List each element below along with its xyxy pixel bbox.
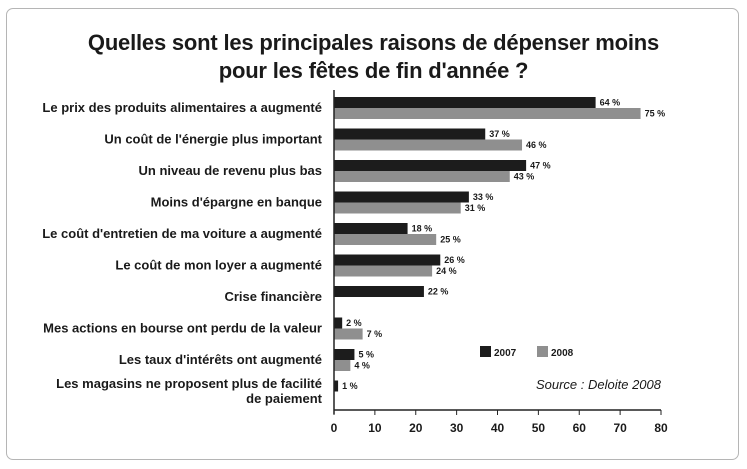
category-label: Mes actions en bourse ont perdu de la va… [43,321,322,336]
bar-2008 [334,360,351,371]
bar-2007 [334,191,469,203]
category-label: Un niveau de revenu plus bas [139,163,323,178]
data-label: 31 % [465,203,486,213]
bar-2008 [334,108,641,119]
legend-label: 2008 [551,348,574,359]
bar-2007 [334,349,355,360]
x-tick-label: 10 [368,421,382,435]
legend-swatch [480,346,491,357]
data-label: 25 % [440,235,461,245]
data-label: 4 % [354,361,370,371]
bar-2008 [334,202,461,214]
x-tick-label: 20 [409,421,423,435]
data-label: 7 % [367,329,383,339]
data-label: 75 % [645,109,666,119]
data-label: 37 % [489,129,510,139]
x-tick-label: 60 [573,421,587,435]
bar-2007 [334,160,527,171]
category-label: Les magasins ne proposent plus de facili… [56,376,322,391]
bar-2007 [334,380,339,392]
legend-label: 2007 [494,348,517,359]
data-label: 47 % [530,161,551,171]
data-label: 5 % [358,350,374,360]
x-tick-label: 80 [654,421,668,435]
data-label: 24 % [436,266,457,276]
data-label: 46 % [526,140,547,150]
category-label: Le prix des produits alimentaires a augm… [42,100,322,115]
legend-swatch [537,346,548,357]
chart-title-line1: Quelles sont les principales raisons de … [87,30,660,55]
bar-2007 [334,128,486,140]
source-note: Source : Deloite 2008 [536,377,662,392]
category-label: Les taux d'intérêts ont augmenté [119,352,322,367]
category-label: Un coût de l'énergie plus important [104,132,322,147]
bar-2008 [334,328,363,340]
bar-2007 [334,223,408,234]
data-label: 43 % [514,172,535,182]
bar-2008 [334,171,510,182]
bar-2007 [334,317,343,329]
bar-2007 [334,254,441,266]
x-tick-label: 0 [331,421,338,435]
bar-2008 [334,265,433,277]
data-label: 18 % [412,224,433,234]
x-tick-label: 40 [491,421,505,435]
category-label: Moins d'épargne en banque [151,195,322,210]
category-label: de paiement [246,391,323,406]
bar-2007 [334,286,424,297]
x-tick-label: 50 [532,421,546,435]
x-tick-label: 30 [450,421,464,435]
data-label: 64 % [600,98,621,108]
bar-2008 [334,139,523,151]
data-label: 33 % [473,192,494,202]
data-label: 22 % [428,287,449,297]
x-tick-label: 70 [613,421,627,435]
category-label: Le coût de mon loyer a augmenté [115,258,322,273]
category-label: Crise financière [224,289,322,304]
bar-2007 [334,97,596,108]
data-label: 26 % [444,255,465,265]
chart-title-line2: pour les fêtes de fin d'année ? [218,58,529,83]
category-label: Le coût d'entretien de ma voiture a augm… [42,226,322,241]
bar-2008 [334,234,437,245]
data-label: 1 % [342,381,358,391]
data-label: 2 % [346,318,362,328]
